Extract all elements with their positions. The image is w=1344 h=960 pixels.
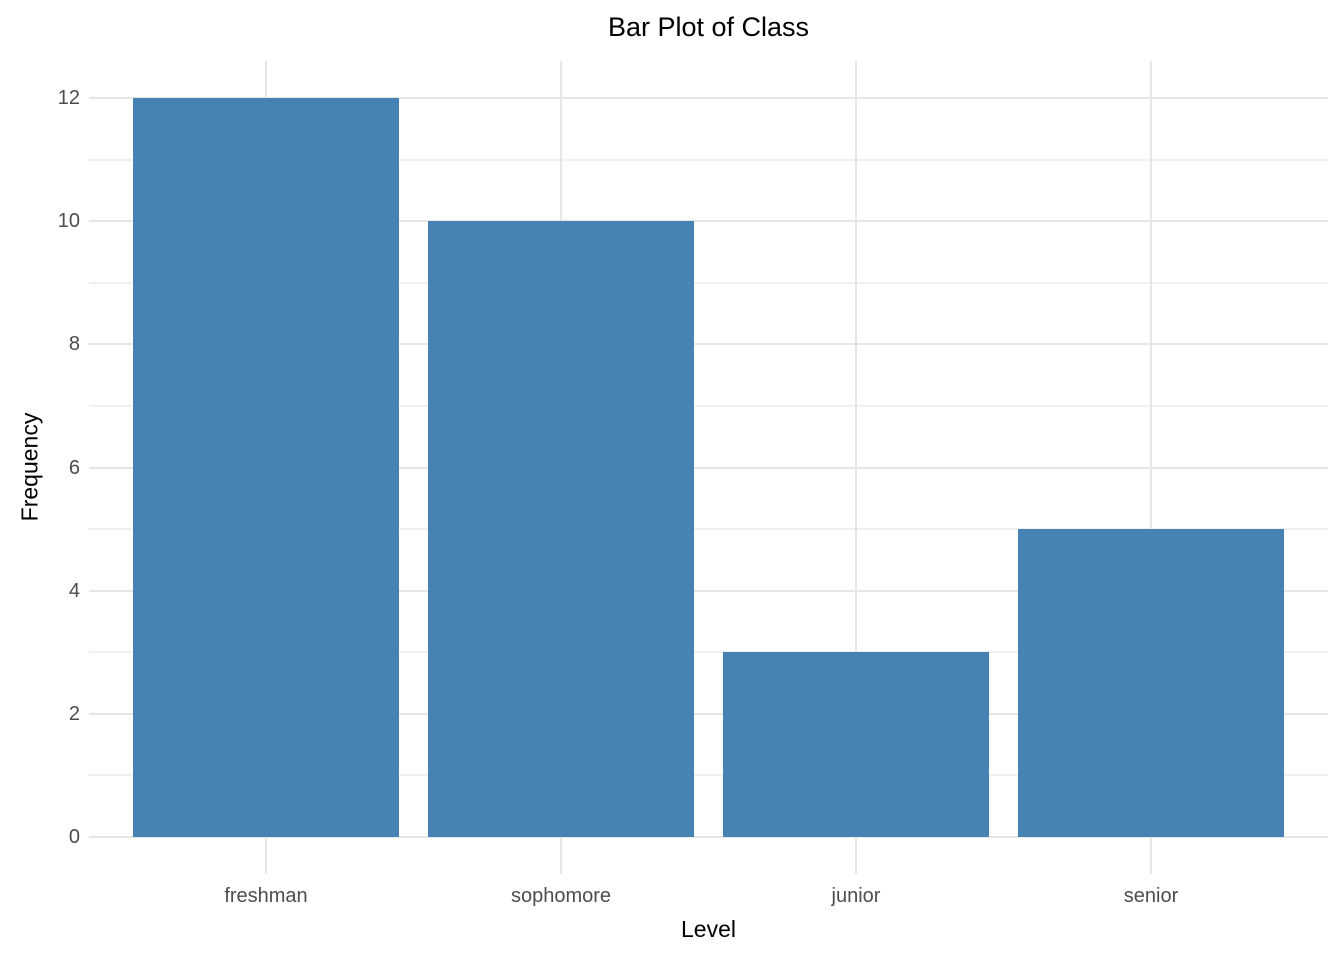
minor-gridline-y-9 [89,281,1328,284]
y-tick-label-12: 12 [57,86,80,109]
major-gridline-x-junior [855,61,857,874]
major-gridline-y-8 [89,343,1328,346]
major-gridline-y-10 [89,220,1328,223]
bar-sophomore [428,221,694,838]
y-tick-label-6: 6 [68,456,80,479]
x-tick-label-sophomore: sophomore [510,885,612,907]
y-tick-label-10: 10 [57,210,80,233]
bar-senior [1018,529,1284,838]
minor-gridline-y-3 [89,651,1328,654]
major-gridline-y-6 [89,466,1328,469]
major-gridline-y-12 [89,96,1328,99]
plot-panel [89,61,1328,874]
chart-title: Bar Plot of Class [607,12,810,42]
y-tick-label-2: 2 [68,702,80,725]
x-axis-title: Level [681,916,736,942]
y-tick-label-8: 8 [68,333,80,356]
y-tick-label-0: 0 [68,826,80,849]
major-gridline-x-senior [1150,61,1152,874]
major-gridline-y-0 [89,836,1328,839]
minor-gridline-y-5 [89,528,1328,531]
minor-gridline-y-11 [89,158,1328,161]
bar-freshman [133,97,399,838]
bar-junior [723,652,989,838]
minor-gridline-y-7 [89,404,1328,407]
x-tick-label-freshman: freshman [224,885,308,907]
x-tick-label-junior: junior [831,885,881,907]
y-tick-label-4: 4 [68,579,80,602]
minor-gridline-y-1 [89,774,1328,777]
x-tick-label-senior: senior [1123,885,1179,907]
major-gridline-y-4 [89,589,1328,592]
major-gridline-y-2 [89,712,1328,715]
